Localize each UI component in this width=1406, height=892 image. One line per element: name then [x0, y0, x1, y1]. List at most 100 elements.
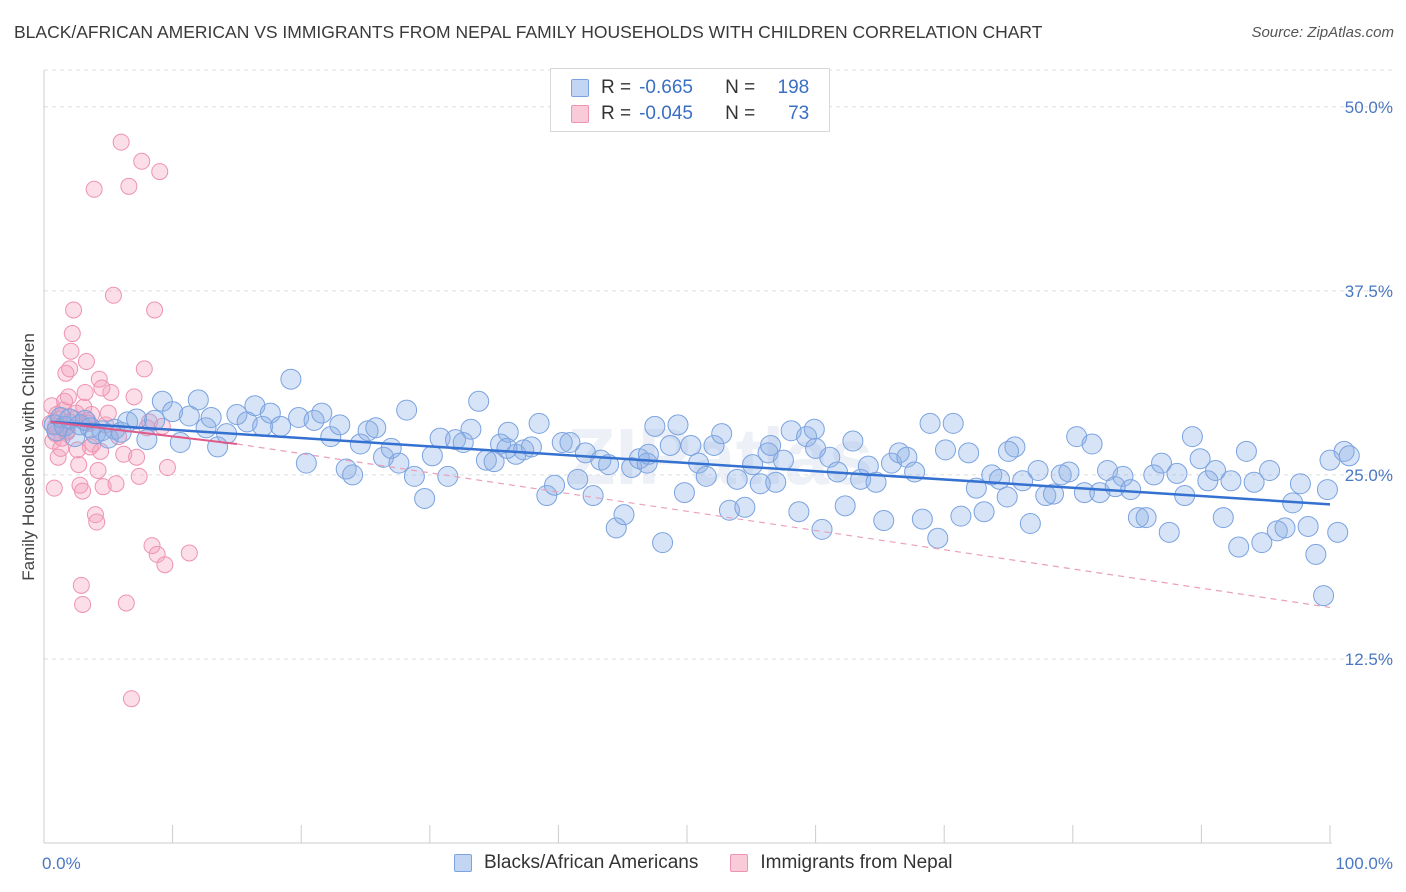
nepal-point — [63, 325, 81, 343]
black-point — [1251, 532, 1273, 554]
black-point — [988, 468, 1010, 490]
black-trend-line — [50, 420, 1331, 506]
nepal-point — [72, 576, 90, 594]
black-point — [695, 465, 717, 487]
black-point — [636, 452, 658, 474]
nepal-point — [130, 467, 148, 485]
nepal-point — [86, 506, 104, 524]
black-point — [270, 415, 292, 437]
nepal-point — [117, 594, 135, 612]
black-point — [1158, 521, 1180, 543]
black-point — [335, 458, 357, 480]
black-point — [1058, 461, 1080, 483]
nepal-point — [156, 556, 174, 574]
black-point — [965, 477, 987, 499]
black-point — [567, 468, 589, 490]
nepal-point — [74, 595, 92, 613]
nepal-point — [107, 475, 125, 493]
black-point — [1220, 470, 1242, 492]
black-point — [749, 473, 771, 495]
nepal-point — [85, 180, 103, 198]
nepal-point — [70, 456, 88, 474]
nepal-point — [65, 301, 83, 319]
nepal-point — [81, 438, 99, 456]
black-point — [1151, 452, 1173, 474]
black-point — [659, 434, 681, 456]
black-point — [644, 415, 666, 437]
black-point — [1081, 433, 1103, 455]
legend-label-black: Blacks/African Americans — [484, 852, 699, 873]
nepal-trend-extension — [236, 443, 1331, 609]
y-tick-label: 12.5% — [1345, 650, 1393, 669]
black-point — [1274, 517, 1296, 539]
black-point — [703, 434, 725, 456]
black-point — [544, 474, 566, 496]
y-axis-label: Family Households with Children — [19, 333, 38, 581]
nepal-point — [128, 448, 146, 466]
nepal-point — [112, 133, 130, 151]
black-point — [342, 464, 364, 486]
black-point — [605, 517, 627, 539]
black-point — [1327, 521, 1349, 543]
x-tick-max: 100.0% — [1335, 854, 1393, 873]
nepal-point — [45, 479, 63, 497]
legend-row-black: R = -0.665 N = 198 — [571, 76, 809, 100]
black-point — [1143, 464, 1165, 486]
black-point — [303, 409, 325, 431]
legend-n-value: 198 — [777, 77, 810, 98]
source-label: Source: ZipAtlas.com — [1251, 24, 1394, 41]
black-point — [911, 508, 933, 530]
legend-label-nepal: Immigrants from Nepal — [760, 852, 953, 873]
legend-swatch-blue — [571, 79, 589, 97]
black-point — [126, 408, 148, 430]
x-tick-min: 0.0% — [42, 854, 81, 873]
nepal-point — [115, 445, 133, 463]
nepal-point — [102, 383, 120, 401]
black-point — [329, 414, 351, 436]
black-point — [996, 486, 1018, 508]
black-point — [1120, 479, 1142, 501]
black-point — [742, 454, 764, 476]
y-tick-label: 50.0% — [1345, 98, 1393, 117]
black-point — [842, 430, 864, 452]
nepal-point — [94, 478, 112, 496]
black-point — [365, 417, 387, 439]
black-point — [551, 432, 573, 454]
legend-n-label: N = — [725, 77, 756, 98]
black-point — [528, 412, 550, 434]
legend-swatch-blue — [454, 854, 472, 872]
legend-n-label: N = — [725, 103, 756, 124]
legend-r-label: R = — [601, 77, 632, 98]
nepal-point — [120, 177, 138, 195]
nepal-point — [89, 461, 107, 479]
chart-title: BLACK/AFRICAN AMERICAN VS IMMIGRANTS FRO… — [14, 22, 1043, 42]
black-point — [1205, 459, 1227, 481]
black-point — [403, 465, 425, 487]
black-point — [1228, 536, 1250, 558]
black-point — [760, 434, 782, 456]
black-point — [873, 510, 895, 532]
nepal-trend-line — [50, 420, 238, 445]
nepal-point — [99, 404, 117, 422]
y-tick-label: 37.5% — [1345, 282, 1393, 301]
nepal-point — [62, 342, 80, 360]
black-point — [178, 405, 200, 427]
black-point — [998, 440, 1019, 462]
black-point — [414, 487, 436, 509]
black-point — [1243, 471, 1265, 493]
legend-swatch-pink — [730, 854, 749, 872]
black-point — [349, 433, 371, 455]
black-point — [1316, 479, 1338, 501]
black-point — [958, 442, 980, 464]
black-point — [1112, 465, 1134, 487]
black-point — [497, 421, 519, 443]
black-point — [718, 499, 740, 521]
black-point — [919, 412, 941, 434]
black-point — [1043, 483, 1065, 505]
black-point — [280, 368, 302, 390]
black-point — [1027, 459, 1049, 481]
black-point — [460, 418, 482, 440]
black-point — [582, 485, 604, 507]
black-point — [1127, 507, 1149, 529]
legend-n-value: 73 — [788, 103, 810, 124]
